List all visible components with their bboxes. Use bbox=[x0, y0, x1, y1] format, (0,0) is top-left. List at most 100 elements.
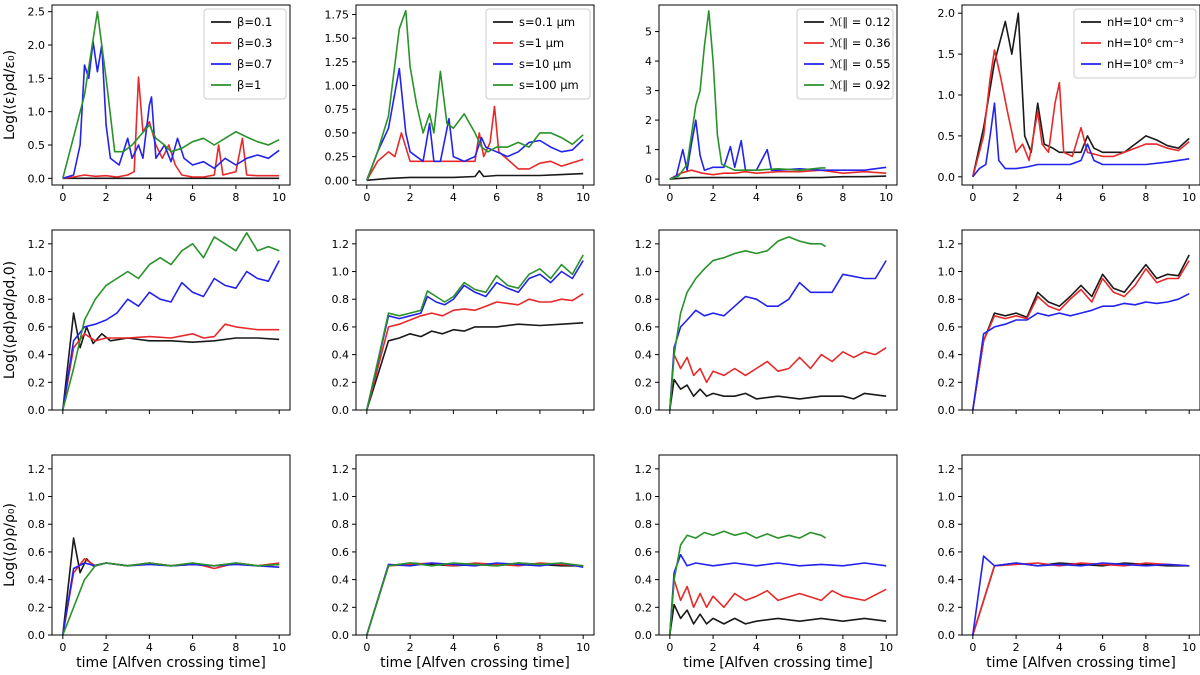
panel-r0-c2: 0 1 2 3 4 5 0 2 4 6 8 10 ℳ∥ = 0.12 ℳ∥ = 0.36 ℳ∥ = 0.55… bbox=[645, 4, 898, 204]
y-tick-label: 0.6 bbox=[938, 546, 956, 559]
y-tick-label: 0 bbox=[645, 173, 652, 186]
y-tick-label: 0.4 bbox=[332, 349, 350, 362]
series-line-blue bbox=[669, 119, 887, 180]
series-line-blue bbox=[62, 562, 280, 635]
series-line-red bbox=[366, 562, 584, 635]
y-tick-label: 0.4 bbox=[28, 349, 46, 362]
plot-frame bbox=[51, 229, 291, 411]
x-tick-label: 4 bbox=[753, 191, 760, 204]
y-tick-label: 2.5 bbox=[28, 6, 46, 19]
series-line-blue bbox=[972, 102, 1190, 178]
plot-frame bbox=[658, 454, 898, 636]
legend: s=0.1 μm s=1 μm s=10 μm s=100 μm bbox=[485, 8, 591, 100]
x-tick-label: 4 bbox=[753, 641, 760, 654]
legend-entry: ℳ∥ = 0.12 bbox=[830, 15, 891, 29]
series-line-green bbox=[366, 9, 584, 181]
x-tick-label: 6 bbox=[796, 641, 803, 654]
series-line-red bbox=[62, 323, 280, 410]
plot-frame bbox=[961, 454, 1200, 636]
x-tick-label: 8 bbox=[232, 641, 239, 654]
x-tick-label: 0 bbox=[59, 191, 66, 204]
panel-r2-c3: 0.0 0.2 0.4 0.6 0.8 1.0 1.2 0 2 4 6 8 10 time [Alfven… bbox=[938, 454, 1200, 671]
y-tick-label: 1.0 bbox=[332, 491, 350, 504]
legend-entry: β=0.7 bbox=[237, 57, 272, 71]
y-tick-label: 1.0 bbox=[635, 266, 653, 279]
y-tick-label: 1.0 bbox=[332, 266, 350, 279]
series-line-green bbox=[669, 236, 827, 410]
x-tick-label: 10 bbox=[1182, 191, 1196, 204]
x-tick-label: 2 bbox=[407, 191, 414, 204]
x-tick-label: 8 bbox=[232, 191, 239, 204]
legend-entry: nH=10⁶ cm⁻³ bbox=[1107, 36, 1184, 50]
y-tick-label: 0.00 bbox=[325, 174, 350, 187]
x-tick-label: 8 bbox=[536, 641, 543, 654]
x-tick-label: 6 bbox=[189, 191, 196, 204]
y-tick-label: 1.0 bbox=[28, 491, 46, 504]
y-tick-label: 0.6 bbox=[28, 321, 46, 334]
y-tick-label: 0.4 bbox=[938, 574, 956, 587]
legend-entry: nH=10⁴ cm⁻³ bbox=[1107, 15, 1184, 29]
legend-entry: ℳ∥ = 0.92 bbox=[830, 78, 891, 92]
y-tick-label: 0.4 bbox=[635, 574, 653, 587]
x-tick-label: 10 bbox=[272, 191, 286, 204]
y-tick-label: 0.6 bbox=[635, 321, 653, 334]
y-axis-label: Log(⟨ρd⟩ρd/ρd,0) bbox=[2, 261, 18, 379]
y-tick-label: 1.2 bbox=[28, 463, 46, 476]
series-line-black bbox=[972, 254, 1190, 410]
y-tick-label: 1.0 bbox=[938, 89, 956, 102]
y-tick-label: 1.0 bbox=[938, 266, 956, 279]
y-tick-label: 0.2 bbox=[28, 601, 46, 614]
x-tick-label: 6 bbox=[1099, 641, 1106, 654]
series-line-blue bbox=[972, 555, 1190, 635]
panel-r1-c2: 0.0 0.2 0.4 0.6 0.8 1.0 1.2 bbox=[635, 229, 898, 417]
x-tick-label: 6 bbox=[493, 191, 500, 204]
panel-r1-c3: 0.0 0.2 0.4 0.6 0.8 1.0 1.2 bbox=[938, 229, 1200, 417]
x-tick-label: 2 bbox=[710, 641, 717, 654]
y-tick-label: 1.2 bbox=[635, 238, 653, 251]
plot-frame bbox=[355, 229, 595, 411]
y-tick-label: 0.6 bbox=[28, 546, 46, 559]
y-tick-label: 0.0 bbox=[28, 404, 46, 417]
x-tick-label: 0 bbox=[666, 641, 673, 654]
x-axis-label: time [Alfven crossing time] bbox=[76, 655, 266, 671]
series-line-black bbox=[366, 562, 584, 635]
x-tick-label: 2 bbox=[407, 641, 414, 654]
series-line-green bbox=[62, 562, 280, 635]
series-line-green bbox=[62, 10, 280, 179]
panel-r2-c2: 0.0 0.2 0.4 0.6 0.8 1.0 1.2 0 2 4 6 8 10 time [Alfven… bbox=[635, 454, 898, 671]
y-tick-label: 0.50 bbox=[325, 127, 350, 140]
x-tick-label: 6 bbox=[1099, 191, 1106, 204]
series-line-black bbox=[972, 562, 1190, 635]
x-tick-label: 4 bbox=[146, 191, 153, 204]
y-tick-label: 1.75 bbox=[325, 8, 350, 21]
y-tick-label: 0.75 bbox=[325, 103, 350, 116]
y-tick-label: 2.0 bbox=[28, 39, 46, 52]
series-line-blue bbox=[366, 67, 584, 181]
y-tick-label: 1.0 bbox=[635, 491, 653, 504]
x-tick-label: 4 bbox=[450, 191, 457, 204]
x-tick-label: 4 bbox=[146, 641, 153, 654]
y-tick-label: 1.00 bbox=[325, 80, 350, 93]
x-tick-label: 4 bbox=[1056, 191, 1063, 204]
x-tick-label: 0 bbox=[363, 641, 370, 654]
series-line-green bbox=[366, 562, 584, 635]
legend: nH=10⁴ cm⁻³ nH=10⁶ cm⁻³ nH=10⁸ cm⁻³ bbox=[1073, 8, 1197, 79]
y-tick-label: 0.8 bbox=[938, 518, 956, 531]
x-tick-label: 2 bbox=[103, 191, 110, 204]
series-line-red bbox=[366, 293, 584, 410]
y-tick-label: 2 bbox=[645, 114, 652, 127]
series-line-red bbox=[62, 76, 280, 180]
plot-frame bbox=[961, 229, 1200, 411]
x-axis-label: time [Alfven crossing time] bbox=[683, 655, 873, 671]
y-tick-label: 0.25 bbox=[325, 151, 350, 164]
series-line-red bbox=[669, 169, 887, 180]
x-tick-label: 10 bbox=[879, 191, 893, 204]
series-line-red bbox=[972, 562, 1190, 635]
series-line-green bbox=[669, 530, 827, 635]
y-axis-label: Log(⟨ε⟩ρd/ε₀) bbox=[2, 50, 18, 140]
legend-entry: β=1 bbox=[237, 78, 261, 92]
x-axis-label: time [Alfven crossing time] bbox=[380, 655, 570, 671]
series-line-red bbox=[669, 347, 887, 410]
y-tick-label: 0.0 bbox=[938, 629, 956, 642]
